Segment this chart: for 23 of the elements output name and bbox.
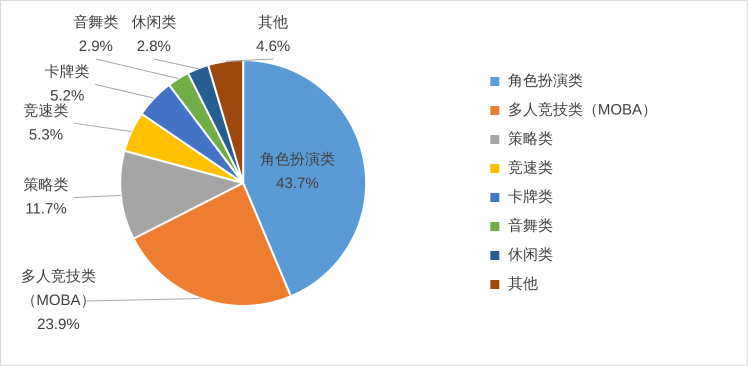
data-label: 4.6% — [256, 38, 290, 56]
data-label: 2.9% — [78, 38, 113, 56]
slice-label: 休闲类 — [131, 14, 176, 32]
slice-label: 角色扮演类 — [260, 151, 335, 168]
slice-label: 卡牌类 — [44, 64, 90, 81]
data-label: 43.7% — [276, 175, 319, 192]
data-label: 2.8% — [136, 38, 171, 56]
slice-label: 多人竞技类（MOBA） — [20, 268, 96, 310]
slice-label: 竞速类 — [24, 102, 68, 120]
legend-label: 休闲类 — [508, 246, 553, 264]
slice-label: 音舞类 — [73, 14, 118, 32]
legend-label: 竞速类 — [508, 160, 553, 177]
legend-label: 卡牌类 — [508, 188, 553, 206]
legend-label: 角色扮演类 — [508, 72, 583, 90]
slice-label: 策略类 — [24, 176, 68, 194]
data-label: 11.7% — [25, 200, 67, 218]
data-label: 23.9% — [37, 316, 80, 334]
legend-label: 多人竞技类（MOBA） — [508, 102, 658, 119]
legend-label: 策略类 — [508, 130, 553, 148]
slice-label: 其他 — [258, 14, 288, 32]
legend-label: 其他 — [508, 276, 538, 293]
legend-label: 音舞类 — [508, 218, 553, 235]
data-label: 5.3% — [28, 126, 64, 144]
